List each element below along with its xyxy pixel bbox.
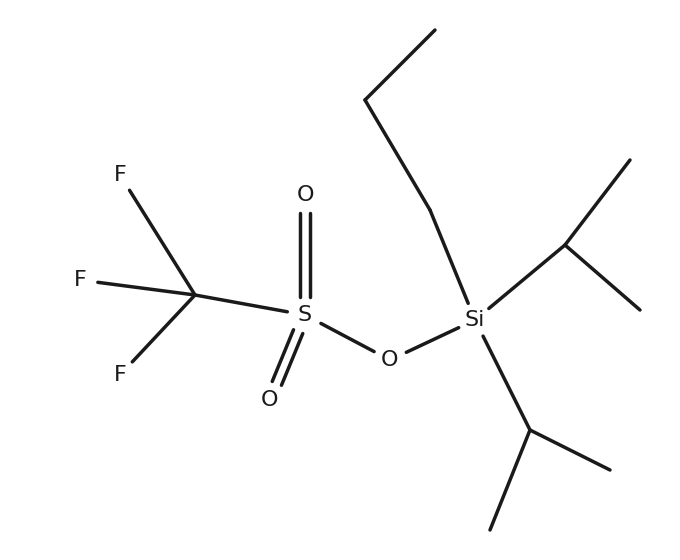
- Text: F: F: [73, 270, 86, 290]
- Text: S: S: [298, 305, 312, 325]
- Text: O: O: [296, 185, 313, 205]
- Text: O: O: [381, 350, 398, 370]
- Text: O: O: [261, 390, 279, 410]
- Text: Si: Si: [465, 310, 486, 330]
- Text: F: F: [114, 365, 126, 385]
- Text: F: F: [114, 165, 126, 185]
